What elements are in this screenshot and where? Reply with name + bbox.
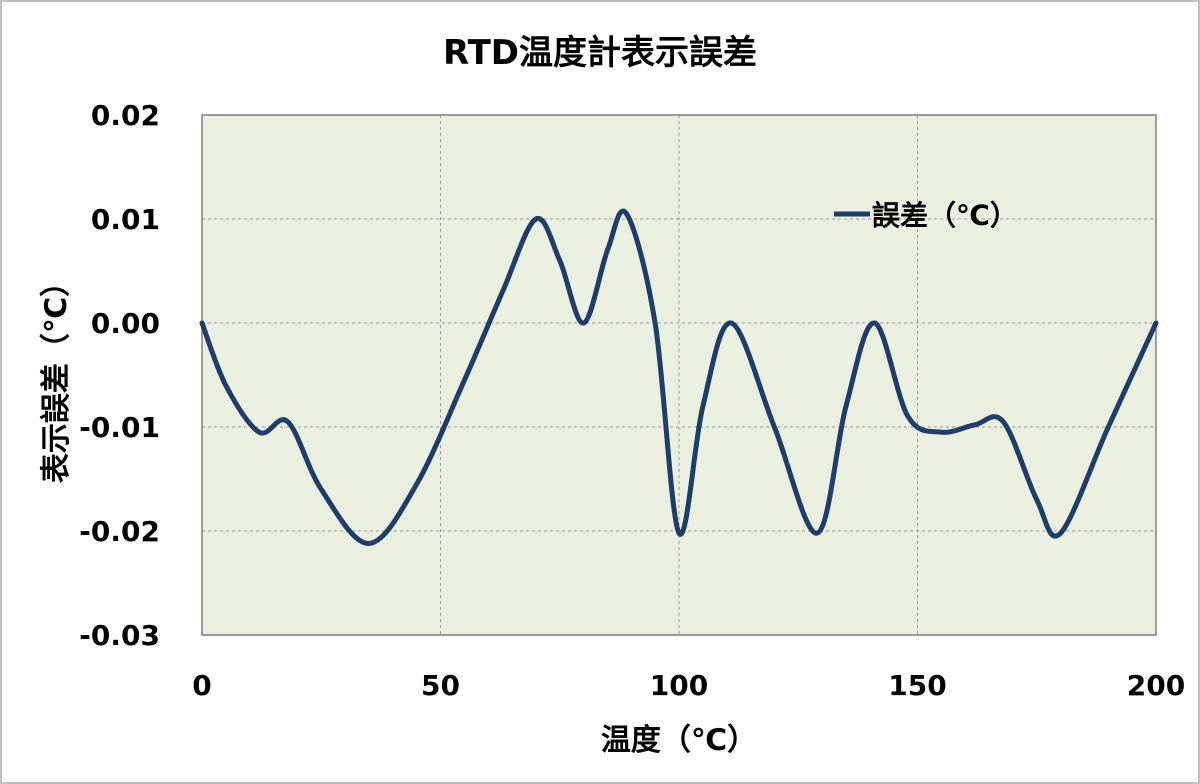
- plot-border: [201, 114, 1157, 636]
- y-axis-label: 表示誤差（℃）: [39, 267, 74, 483]
- y-tick-label-2: 0.00: [91, 307, 160, 340]
- chart-title: RTD温度計表示誤差: [443, 33, 757, 73]
- x-axis-label: 温度（℃）: [601, 723, 757, 758]
- x-axis-ticks: 0 50 100 150 200: [192, 669, 1185, 702]
- x-tick-label-1: 50: [421, 669, 460, 702]
- y-tick-label-5: -0.03: [79, 619, 160, 652]
- y-tick-label-3: -0.01: [79, 411, 160, 444]
- y-tick-label-0: 0.02: [91, 99, 160, 132]
- y-tick-label-4: -0.02: [79, 515, 160, 548]
- x-tick-label-0: 0: [192, 669, 211, 702]
- x-tick-label-4: 200: [1127, 669, 1185, 702]
- y-tick-label-1: 0.01: [91, 203, 160, 236]
- x-tick-label-2: 100: [650, 669, 708, 702]
- series-line-error: [199, 208, 1159, 546]
- legend: 誤差（℃）: [834, 199, 1018, 232]
- legend-label: 誤差（℃）: [872, 199, 1018, 232]
- x-tick-label-3: 150: [888, 669, 946, 702]
- y-axis-ticks: 0.02 0.01 0.00 -0.01 -0.02 -0.03: [79, 99, 160, 652]
- plot-area: [199, 114, 1159, 636]
